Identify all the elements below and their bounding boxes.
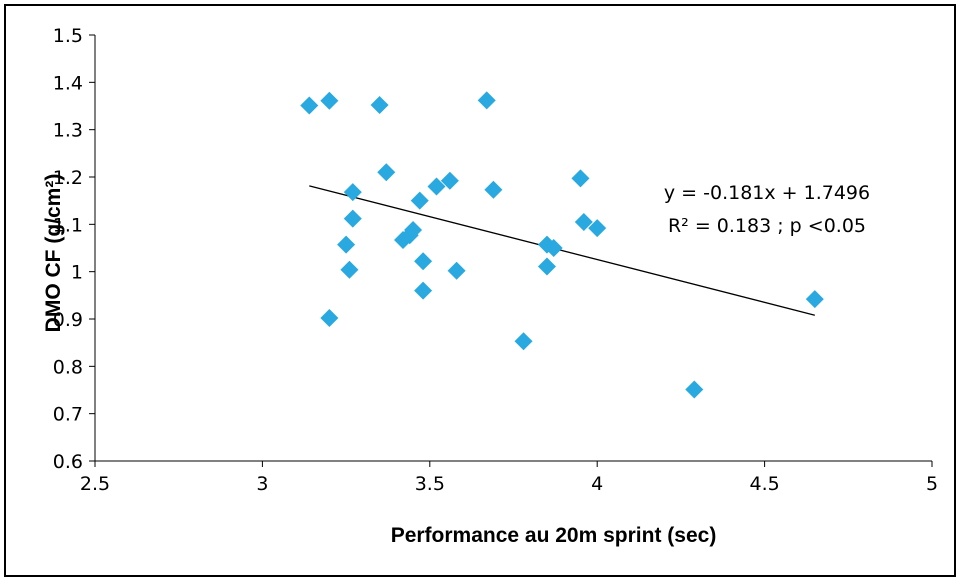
x-tick-label: 4.5 <box>749 473 779 495</box>
data-point <box>404 221 423 240</box>
data-point <box>537 257 556 276</box>
y-tick-label: 0.8 <box>53 356 83 378</box>
data-point <box>370 96 389 115</box>
axes-group <box>94 35 932 462</box>
data-point <box>447 261 466 280</box>
y-tick-label: 1.5 <box>53 25 83 47</box>
data-point <box>337 235 356 254</box>
y-tick-label: 1.1 <box>53 214 83 236</box>
y-tick-label: 1.4 <box>53 72 83 94</box>
data-point <box>805 290 824 309</box>
x-axis-title: Performance au 20m sprint (sec) <box>391 524 717 547</box>
y-ticks-group: 0.6 0.7 0.8 0.9 1 1.1 1.2 1.3 1.4 1.5 <box>53 25 95 473</box>
y-tick-label: 1.2 <box>53 167 83 189</box>
y-tick-label: 0.9 <box>53 309 83 331</box>
data-point <box>414 252 433 271</box>
data-point <box>320 309 339 328</box>
x-tick-label: 3.5 <box>415 473 445 495</box>
trendline <box>309 185 815 316</box>
x-tick-label: 4 <box>591 473 603 495</box>
data-point <box>484 180 503 199</box>
y-axis-title: DMO CF (g/cm²) <box>42 174 65 333</box>
data-point <box>340 260 359 279</box>
data-point <box>477 91 496 110</box>
data-point <box>427 177 446 196</box>
data-point <box>343 183 362 202</box>
data-point <box>571 169 590 188</box>
data-point <box>685 380 704 399</box>
points-group <box>300 91 824 399</box>
y-tick-label: 1 <box>71 262 83 284</box>
y-tick-label: 0.6 <box>53 451 83 473</box>
data-point <box>414 281 433 300</box>
y-tick-label: 1.3 <box>53 120 83 142</box>
data-point <box>574 212 593 231</box>
x-tick-label: 5 <box>926 473 938 495</box>
data-point <box>588 219 607 238</box>
data-point <box>514 332 533 351</box>
data-point <box>377 163 396 182</box>
x-ticks-group: 2.5 3 3.5 4 4.5 5 <box>80 461 938 495</box>
r-squared-annotation: R² = 0.183 ; p <0.05 <box>668 215 866 237</box>
x-tick-label: 2.5 <box>80 473 110 495</box>
data-point <box>300 96 319 115</box>
data-point <box>410 191 429 210</box>
data-point <box>343 209 362 228</box>
x-tick-label: 3 <box>256 473 268 495</box>
data-point <box>440 171 459 190</box>
data-point <box>544 239 563 257</box>
trendline-group <box>309 185 815 316</box>
y-tick-label: 0.7 <box>53 404 83 426</box>
trendline-equation: y = -0.181x + 1.7496 <box>664 182 870 204</box>
data-point <box>320 91 339 110</box>
